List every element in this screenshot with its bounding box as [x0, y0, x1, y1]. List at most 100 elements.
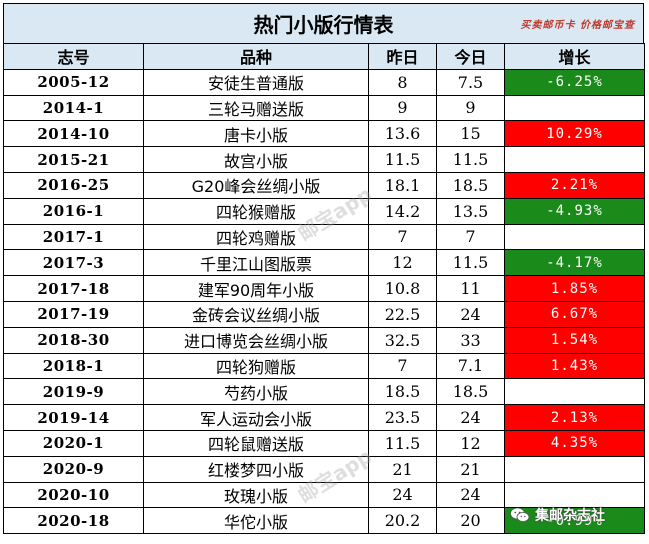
cell-code: 2014-10 [3, 120, 144, 148]
cell-today: 24 [436, 300, 505, 328]
table-body: 2005-12 安徒生普通版 8 7.5 -6.25% 2014-1 三轮马赠送版 9 9 201… [3, 68, 645, 535]
cell-change: 1.85% [504, 275, 645, 302]
cell-name: 三轮马赠送版 [143, 94, 369, 122]
table-row: 2016-1 四轮猴赠版 14.2 13.5 -4.93% [3, 197, 645, 225]
table-row: 2019-9 芍药小版 18.5 18.5 [3, 378, 645, 406]
cell-today: 12 [436, 429, 505, 457]
cell-today: 11.5 [436, 146, 505, 173]
cell-today: 18.5 [436, 171, 505, 199]
cell-today: 11.5 [436, 249, 505, 277]
table-row: 2016-25 G20峰会丝绸小版 18.1 18.5 2.21% [3, 171, 645, 199]
column-header-prev: 昨日 [368, 43, 437, 70]
cell-today: 24 [436, 404, 505, 431]
cell-code: 2017-3 [3, 249, 144, 277]
cell-name: 建军90周年小版 [143, 275, 369, 302]
cell-change: 2.13% [504, 404, 645, 431]
cell-change: 2.21% [504, 171, 645, 199]
cell-change: -0.99% [504, 507, 645, 535]
table-row: 2018-30 进口博览会丝绸小版 32.5 33 1.54% [3, 326, 645, 354]
title-bar: 热门小版行情表 买卖邮币卡 价格邮宝查 [3, 3, 644, 43]
table-row: 2020-18 华佗小版 20.2 20 -0.99% [3, 507, 645, 535]
cell-change: 6.67% [504, 300, 645, 328]
cell-name: 玫瑰小版 [143, 481, 369, 509]
cell-code: 2019-14 [3, 404, 144, 431]
column-header-today: 今日 [436, 43, 505, 70]
cell-change [504, 378, 645, 406]
table-row: 2017-3 千里江山图版票 12 11.5 -4.17% [3, 249, 645, 277]
cell-name: 四轮狗赠版 [143, 352, 369, 380]
table-row: 2017-1 四轮鸡赠版 7 7 [3, 223, 645, 251]
cell-prev: 24 [368, 481, 437, 509]
cell-code: 2016-1 [3, 197, 144, 225]
column-header-name: 品种 [143, 43, 369, 70]
table-row: 2015-21 故宫小版 11.5 11.5 [3, 146, 645, 173]
cell-prev: 21 [368, 455, 437, 483]
cell-code: 2017-18 [3, 275, 144, 302]
cell-prev: 7 [368, 223, 437, 251]
cell-prev: 8 [368, 68, 437, 96]
cell-change [504, 455, 645, 483]
cell-name: 故宫小版 [143, 146, 369, 173]
cell-code: 2018-30 [3, 326, 144, 354]
cell-code: 2020-1 [3, 429, 144, 457]
cell-today: 24 [436, 481, 505, 509]
cell-change: 10.29% [504, 120, 645, 148]
cell-prev: 10.8 [368, 275, 437, 302]
price-sheet: 热门小版行情表 买卖邮币卡 价格邮宝查 志号 品种 昨日 今日 增长 2005-… [3, 3, 645, 539]
column-header-code: 志号 [3, 43, 144, 70]
cell-today: 13.5 [436, 197, 505, 225]
cell-today: 33 [436, 326, 505, 354]
cell-code: 2005-12 [3, 68, 144, 96]
table-row: 2017-18 建军90周年小版 10.8 11 1.85% [3, 275, 645, 302]
cell-prev: 11.5 [368, 146, 437, 173]
table-row: 2017-19 金砖会议丝绸小版 22.5 24 6.67% [3, 300, 645, 328]
page-title: 热门小版行情表 [253, 13, 394, 37]
cell-today: 11 [436, 275, 505, 302]
cell-code: 2016-25 [3, 171, 144, 199]
cell-prev: 7 [368, 352, 437, 380]
cell-name: 华佗小版 [143, 507, 369, 535]
cell-today: 21 [436, 455, 505, 483]
cell-code: 2020-18 [3, 507, 144, 535]
cell-prev: 11.5 [368, 429, 437, 457]
cell-code: 2017-1 [3, 223, 144, 251]
cell-today: 15 [436, 120, 505, 148]
table-row: 2020-9 红楼梦四小版 21 21 [3, 455, 645, 483]
cell-name: 四轮鼠赠送版 [143, 429, 369, 457]
cell-name: 四轮鸡赠版 [143, 223, 369, 251]
cell-prev: 23.5 [368, 404, 437, 431]
cell-code: 2017-19 [3, 300, 144, 328]
cell-today: 9 [436, 94, 505, 122]
cell-name: 唐卡小版 [143, 120, 369, 148]
cell-change: 1.54% [504, 326, 645, 354]
cell-code: 2018-1 [3, 352, 144, 380]
cell-today: 7.1 [436, 352, 505, 380]
cell-today: 7 [436, 223, 505, 251]
cell-code: 2020-9 [3, 455, 144, 483]
table-row: 2018-1 四轮狗赠版 7 7.1 1.43% [3, 352, 645, 380]
table-row: 2005-12 安徒生普通版 8 7.5 -6.25% [3, 68, 645, 96]
cell-change: -6.25% [504, 68, 645, 96]
cell-prev: 14.2 [368, 197, 437, 225]
cell-name: G20峰会丝绸小版 [143, 171, 369, 199]
cell-prev: 32.5 [368, 326, 437, 354]
cell-today: 20 [436, 507, 505, 535]
table-row: 2020-1 四轮鼠赠送版 11.5 12 4.35% [3, 429, 645, 457]
cell-change: 4.35% [504, 429, 645, 457]
cell-name: 千里江山图版票 [143, 249, 369, 277]
cell-change [504, 223, 645, 251]
price-table: 志号 品种 昨日 今日 增长 2005-12 安徒生普通版 8 7.5 -6.25% 20… [3, 43, 645, 535]
cell-prev: 20.2 [368, 507, 437, 535]
cell-code: 2015-21 [3, 146, 144, 173]
corner-watermark: 买卖邮币卡 价格邮宝查 [520, 20, 635, 31]
column-header-change: 增长 [504, 43, 645, 70]
cell-prev: 18.5 [368, 378, 437, 406]
cell-name: 安徒生普通版 [143, 68, 369, 96]
cell-change: 1.43% [504, 352, 645, 380]
cell-prev: 13.6 [368, 120, 437, 148]
cell-name: 芍药小版 [143, 378, 369, 406]
cell-prev: 12 [368, 249, 437, 277]
cell-change [504, 146, 645, 173]
cell-name: 红楼梦四小版 [143, 455, 369, 483]
cell-name: 进口博览会丝绸小版 [143, 326, 369, 354]
